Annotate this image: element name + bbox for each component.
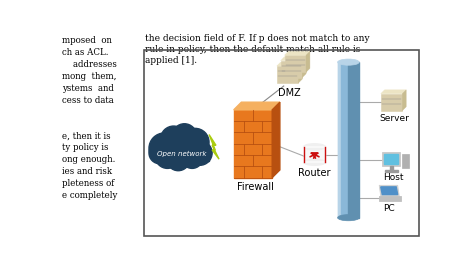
Bar bbox=[355, 62, 356, 218]
Polygon shape bbox=[209, 135, 219, 159]
Text: ystems  and: ystems and bbox=[62, 84, 114, 93]
Polygon shape bbox=[277, 62, 302, 66]
Text: cess to data: cess to data bbox=[62, 96, 114, 105]
Text: ty policy is: ty policy is bbox=[62, 143, 109, 152]
Bar bbox=[343, 62, 344, 218]
Bar bbox=[339, 62, 340, 218]
Text: pleteness of: pleteness of bbox=[62, 179, 114, 188]
Bar bbox=[234, 110, 272, 178]
Text: PC: PC bbox=[383, 204, 395, 213]
Bar bbox=[379, 196, 401, 201]
Text: applied [1].: applied [1]. bbox=[145, 56, 197, 65]
Bar bbox=[144, 50, 419, 236]
Bar bbox=[351, 62, 352, 218]
Bar bbox=[382, 152, 400, 166]
Text: addresses: addresses bbox=[62, 60, 117, 69]
Ellipse shape bbox=[304, 144, 325, 150]
Polygon shape bbox=[234, 102, 280, 110]
Bar bbox=[345, 62, 346, 218]
Circle shape bbox=[167, 148, 190, 171]
Polygon shape bbox=[272, 102, 280, 178]
Bar bbox=[344, 62, 345, 218]
Text: mong  them,: mong them, bbox=[62, 72, 117, 81]
Text: ies and risk: ies and risk bbox=[62, 167, 112, 176]
Circle shape bbox=[155, 144, 180, 169]
Ellipse shape bbox=[337, 215, 359, 221]
Bar bbox=[304, 147, 325, 162]
Polygon shape bbox=[379, 185, 399, 196]
Circle shape bbox=[161, 126, 187, 152]
Polygon shape bbox=[306, 51, 310, 72]
Ellipse shape bbox=[337, 59, 359, 65]
Circle shape bbox=[149, 133, 180, 164]
Text: DMZ: DMZ bbox=[278, 88, 301, 98]
Bar bbox=[347, 62, 348, 218]
Bar bbox=[340, 62, 341, 218]
Bar bbox=[357, 62, 358, 218]
Text: Host: Host bbox=[383, 173, 404, 182]
Bar bbox=[352, 62, 353, 218]
Text: ch as ACL.: ch as ACL. bbox=[62, 48, 109, 57]
Polygon shape bbox=[402, 90, 406, 111]
Bar bbox=[284, 55, 306, 72]
Text: Server: Server bbox=[379, 114, 409, 123]
Polygon shape bbox=[381, 187, 398, 195]
Bar bbox=[337, 62, 338, 218]
Ellipse shape bbox=[304, 159, 325, 165]
Bar bbox=[354, 62, 355, 218]
Circle shape bbox=[172, 124, 197, 149]
Bar bbox=[384, 154, 398, 164]
Circle shape bbox=[188, 141, 212, 165]
Circle shape bbox=[182, 128, 209, 156]
Text: the decision field of F. If p does not match to any: the decision field of F. If p does not m… bbox=[145, 35, 370, 43]
Bar bbox=[358, 62, 359, 218]
Text: Router: Router bbox=[298, 169, 331, 178]
Text: e completely: e completely bbox=[62, 191, 118, 200]
Bar bbox=[349, 62, 350, 218]
Polygon shape bbox=[302, 57, 306, 78]
Text: e, then it is: e, then it is bbox=[62, 132, 110, 141]
Bar bbox=[342, 62, 343, 218]
Circle shape bbox=[149, 142, 171, 164]
Text: Open network: Open network bbox=[156, 151, 206, 157]
Bar bbox=[304, 147, 325, 162]
Bar bbox=[348, 62, 349, 218]
Text: rule in policy, then the default match-all rule is: rule in policy, then the default match-a… bbox=[145, 45, 361, 54]
Bar bbox=[385, 170, 398, 172]
Bar bbox=[338, 62, 339, 218]
Bar bbox=[281, 61, 302, 78]
Bar bbox=[381, 94, 402, 111]
Bar bbox=[154, 146, 209, 161]
Text: ong enough.: ong enough. bbox=[62, 155, 115, 164]
Text: mposed  on: mposed on bbox=[62, 36, 112, 45]
Polygon shape bbox=[281, 57, 306, 61]
Bar bbox=[401, 154, 409, 168]
Bar bbox=[346, 62, 347, 218]
Bar bbox=[277, 66, 298, 83]
Text: Firewall: Firewall bbox=[237, 182, 273, 192]
Bar bbox=[341, 62, 342, 218]
Bar bbox=[350, 62, 351, 218]
Bar bbox=[356, 62, 357, 218]
Polygon shape bbox=[284, 51, 310, 55]
Bar bbox=[353, 62, 354, 218]
Polygon shape bbox=[298, 62, 302, 83]
Circle shape bbox=[182, 147, 203, 169]
Bar bbox=[390, 166, 393, 170]
Polygon shape bbox=[381, 90, 406, 94]
